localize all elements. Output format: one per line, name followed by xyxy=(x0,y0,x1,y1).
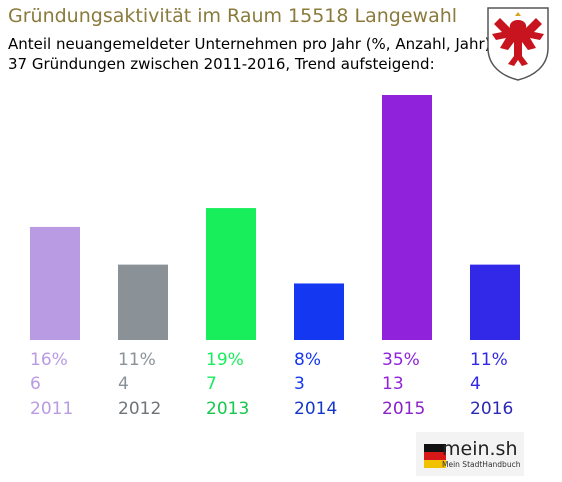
year-label-2016: 2016 xyxy=(470,399,513,419)
count-label-2011: 6 xyxy=(30,374,41,394)
percent-label-2014: 8% xyxy=(294,350,321,370)
logo-tagline: Mein StadtHandbuch xyxy=(442,460,521,469)
year-label-2012: 2012 xyxy=(118,399,161,419)
logo-name: mein.sh xyxy=(442,438,518,460)
count-label-2016: 4 xyxy=(470,374,481,394)
chart-summary: 37 Gründungen zwischen 2011-2016, Trend … xyxy=(8,55,435,73)
percent-label-2015: 35% xyxy=(382,350,420,370)
percent-label-2012: 11% xyxy=(118,350,156,370)
brand-logo[interactable]: mein.sh Mein StadtHandbuch xyxy=(416,432,524,476)
year-label-2015: 2015 xyxy=(382,399,425,419)
chart-subtitle: Anteil neuangemeldeter Unternehmen pro J… xyxy=(8,35,491,53)
count-label-2014: 3 xyxy=(294,374,305,394)
count-label-2013: 7 xyxy=(206,374,217,394)
count-label-2015: 13 xyxy=(382,374,404,394)
germany-flag-icon xyxy=(424,444,446,468)
year-label-2013: 2013 xyxy=(206,399,249,419)
year-label-2011: 2011 xyxy=(30,399,73,419)
bar-2015 xyxy=(382,95,432,340)
bar-2014 xyxy=(294,283,344,340)
count-label-2012: 4 xyxy=(118,374,129,394)
page-title: Gründungsaktivität im Raum 15518 Langewa… xyxy=(8,5,458,27)
percent-label-2013: 19% xyxy=(206,350,244,370)
bar-2013 xyxy=(206,208,256,340)
eagle-coat-of-arms-icon xyxy=(487,7,549,81)
bar-2011 xyxy=(30,226,80,340)
percent-label-2016: 11% xyxy=(470,350,508,370)
bar-2012 xyxy=(118,264,168,340)
percent-label-2011: 16% xyxy=(30,350,68,370)
bar-2016 xyxy=(470,264,520,340)
year-label-2014: 2014 xyxy=(294,399,337,419)
